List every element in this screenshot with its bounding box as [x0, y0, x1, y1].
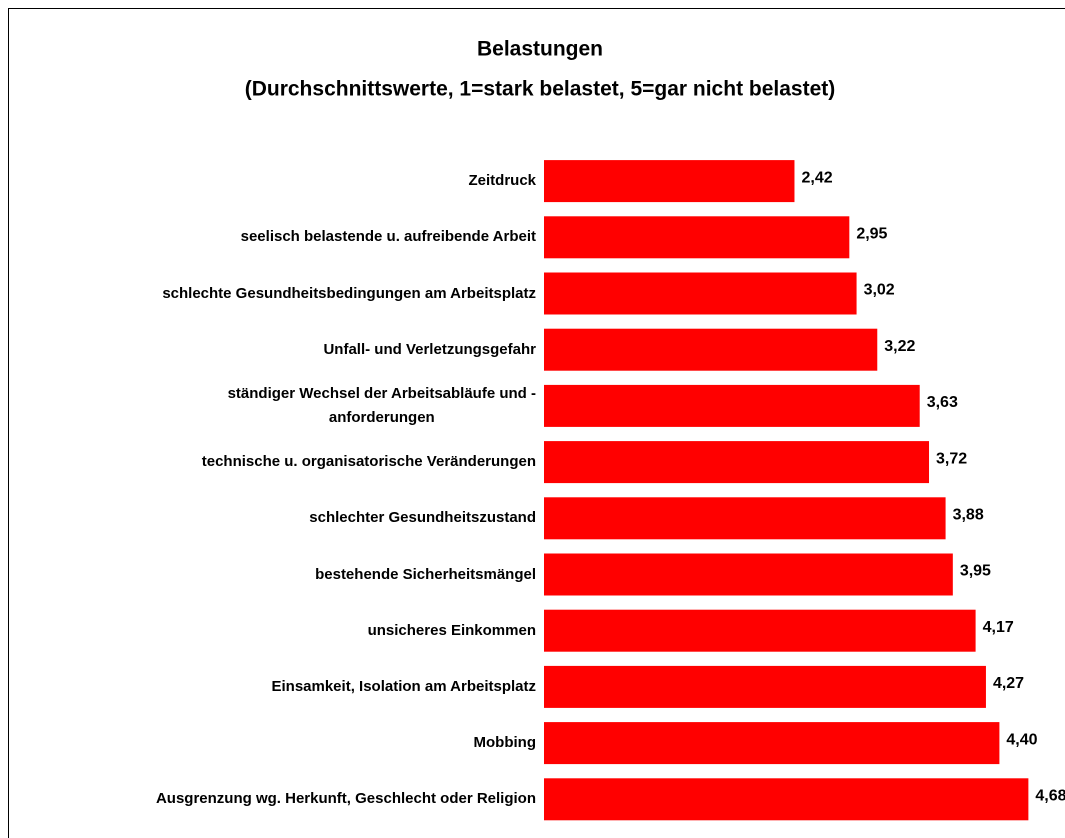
value-label: 3,72: [936, 450, 967, 467]
bar: [544, 160, 795, 203]
value-label: 4,40: [1006, 731, 1037, 748]
category-label: unsicheres Einkommen: [368, 619, 536, 643]
bar: [544, 778, 1029, 821]
value-label: 4,17: [983, 619, 1014, 636]
category-label: schlechter Gesundheitszustand: [309, 506, 536, 530]
category-text: Unfall- und Verletzungsgefahr: [323, 340, 536, 358]
category-label: bestehende Sicherheitsmängel: [315, 563, 536, 587]
bar: [544, 553, 953, 596]
category-label: seelisch belastende u. aufreibende Arbei…: [241, 225, 536, 249]
category-text: ständiger Wechsel der Arbeitsabläufe und…: [227, 384, 536, 426]
category-text: bestehende Sicherheitsmängel: [315, 565, 536, 583]
bar: [544, 722, 1000, 765]
value-label: 4,68: [1035, 788, 1065, 805]
category-label: Einsamkeit, Isolation am Arbeitsplatz: [271, 675, 536, 699]
chart-frame: [8, 8, 1065, 838]
value-label: 3,02: [864, 282, 895, 299]
category-text: unsicheres Einkommen: [367, 621, 536, 639]
category-text: Mobbing: [473, 734, 536, 752]
category-label: schlechte Gesundheitsbedingungen am Arbe…: [162, 282, 536, 306]
bar: [544, 497, 946, 540]
category-text: schlechte Gesundheitsbedingungen am Arbe…: [162, 284, 536, 302]
bar: [544, 384, 920, 427]
category-text: technische u. organisatorische Veränderu…: [201, 453, 536, 471]
bar: [544, 216, 850, 259]
value-label: 2,95: [856, 226, 887, 243]
category-label: Mobbing: [474, 731, 536, 755]
bar: [544, 441, 930, 484]
value-label: 3,22: [884, 338, 915, 355]
chart-title: Belastungen: [477, 38, 603, 61]
value-label: 4,27: [993, 675, 1024, 692]
category-label: Ausgrenzung wg. Herkunft, Geschlecht ode…: [156, 787, 536, 811]
value-label: 3,88: [953, 507, 984, 524]
category-text: schlechter Gesundheitszustand: [309, 509, 536, 527]
value-label: 3,95: [960, 563, 991, 580]
value-label: 2,42: [801, 169, 832, 186]
category-text: seelisch belastende u. aufreibende Arbei…: [240, 228, 536, 246]
category-label: Unfall- und Verletzungsgefahr: [323, 338, 536, 362]
category-text: Ausgrenzung wg. Herkunft, Geschlecht ode…: [155, 790, 536, 808]
category-label: Zeitdruck: [468, 169, 536, 193]
category-label: technische u. organisatorische Veränderu…: [202, 450, 536, 474]
category-text: Zeitdruck: [468, 172, 536, 190]
value-label: 3,63: [927, 394, 958, 411]
bar: [544, 272, 857, 315]
category-text: Einsamkeit, Isolation am Arbeitsplatz: [271, 677, 536, 695]
chart-subtitle: (Durchschnittswerte, 1=stark belastet, 5…: [245, 78, 836, 101]
bar: [544, 665, 986, 708]
bar: [544, 609, 976, 652]
bar: [544, 328, 878, 371]
category-label: ständiger Wechsel der Arbeitsabläufe und…: [228, 382, 536, 430]
